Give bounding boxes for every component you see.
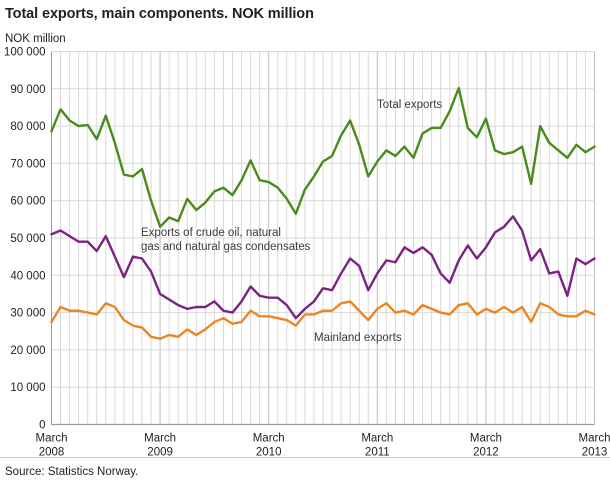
x-tick-label: March: [253, 433, 285, 445]
annotation-mainland-exports: Mainland exports: [314, 332, 402, 344]
x-tick-label: 2013: [582, 447, 608, 459]
y-tick-label: 60 000: [10, 196, 45, 208]
y-tick-label: 80 000: [10, 121, 45, 133]
source-note: Source: Statistics Norway.: [5, 466, 139, 478]
x-tick-label: 2008: [39, 447, 65, 459]
series-line-mainland: [50, 300, 596, 340]
x-tick-label: March: [361, 433, 393, 445]
y-tick-label: 100 000: [4, 47, 46, 59]
y-axis-label: NOK million: [5, 33, 66, 45]
x-tick-label: March: [36, 433, 68, 445]
y-tick-label: 70 000: [10, 158, 45, 170]
footer-divider: [0, 457, 610, 458]
x-tick-label: 2011: [365, 447, 390, 459]
x-tick-label: March: [470, 433, 502, 445]
annotation-oil-exports-line1: Exports of crude oil, natural: [141, 227, 281, 239]
y-tick-label: 10 000: [10, 382, 45, 394]
y-tick-label: 50 000: [10, 233, 45, 245]
page-title: Total exports, main components. NOK mill…: [5, 6, 314, 22]
series-line-exports: [50, 215, 596, 320]
x-tick-label: March: [579, 433, 610, 445]
y-tick-label: 90 000: [10, 84, 45, 96]
x-tick-label: 2009: [147, 447, 173, 459]
annotation-oil-exports-line2: gas and natural gas condensates: [141, 241, 311, 253]
x-tick-label: 2010: [256, 447, 282, 459]
y-tick-label: 30 000: [10, 308, 45, 320]
y-tick-label: 0: [39, 420, 45, 432]
x-tick-label: March: [144, 433, 176, 445]
x-tick-label: 2012: [473, 447, 499, 459]
y-tick-label: 40 000: [10, 270, 45, 282]
series-line-total: [50, 86, 596, 229]
annotation-total-exports: Total exports: [377, 99, 442, 111]
y-tick-label: 20 000: [10, 345, 45, 357]
